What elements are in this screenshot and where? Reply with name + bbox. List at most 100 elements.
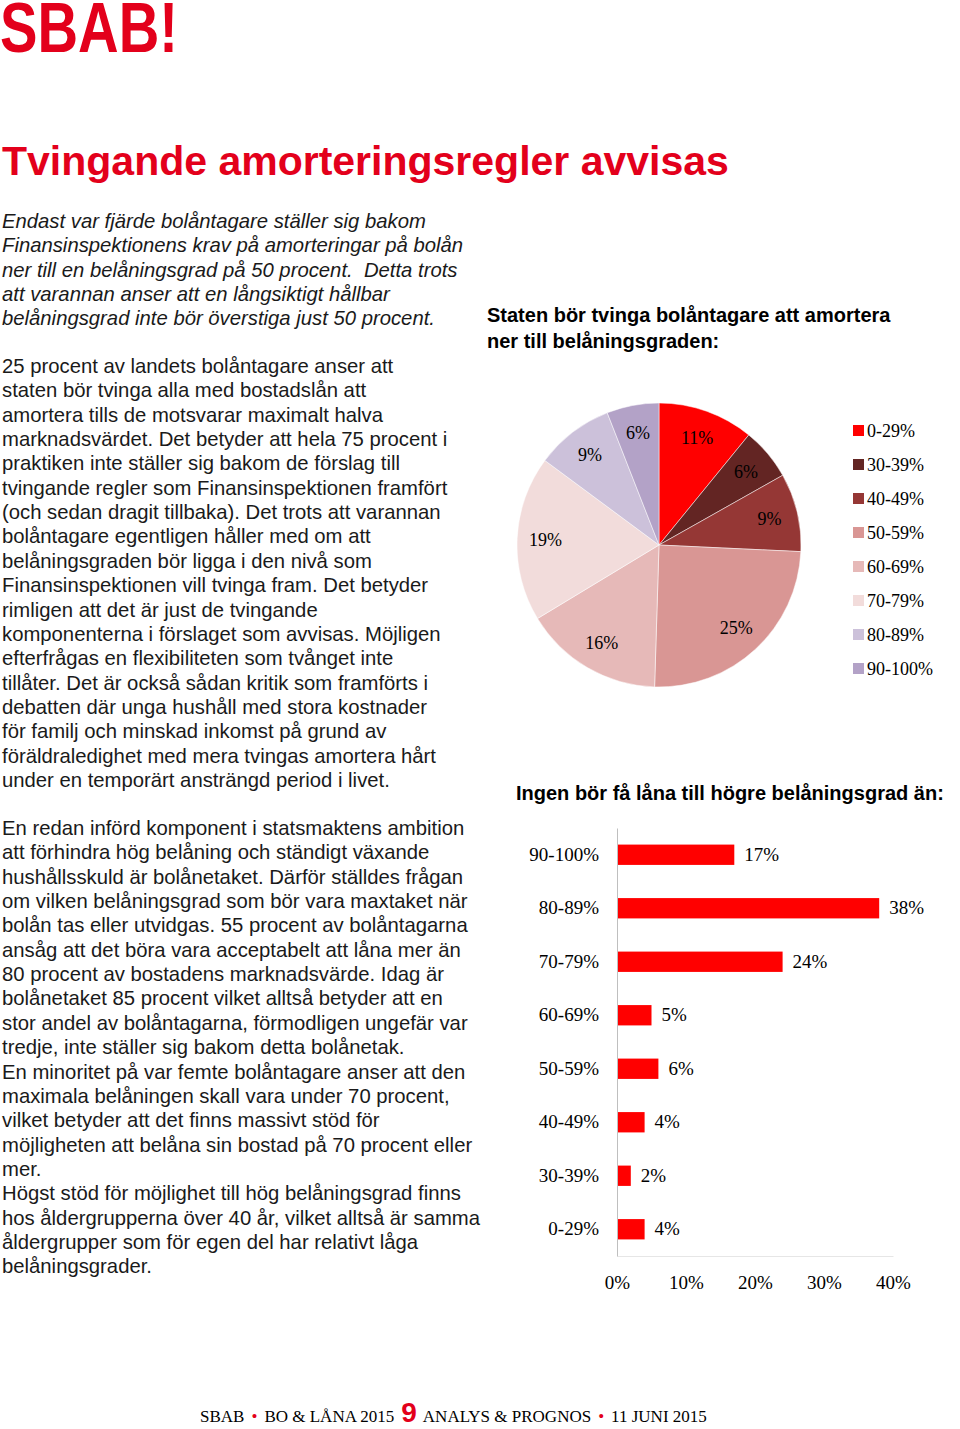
- body-line: En minoritet på var femte bolåntagare an…: [2, 1061, 465, 1083]
- body-line: hushållsskuld är bolånetaket. Därför stä…: [2, 866, 463, 888]
- legend-label: 60-69%: [867, 557, 924, 577]
- body-line: tillåter. Det är också sådan kritik som …: [2, 672, 428, 694]
- legend-swatch: [853, 459, 864, 470]
- body-line: 25 procent av landets bolåntagare anser …: [2, 355, 394, 377]
- y-axis: 90-100%80-89%70-79%60-69%50-59%40-49%30-…: [529, 829, 617, 1257]
- x-tick: 20%: [738, 1256, 773, 1293]
- x-tick-label: 10%: [669, 1272, 704, 1293]
- legend: 0-29%30-39%40-49%50-59%60-69%70-79%80-89…: [853, 421, 933, 679]
- body-line: åldergrupper som för egen del har relati…: [2, 1231, 419, 1253]
- chart-title: Staten bör tvinga bolåntagare att amorte…: [487, 304, 891, 352]
- y-tick-label: 60-69%: [539, 1004, 599, 1025]
- x-axis-line: [618, 1256, 894, 1257]
- bars: [617, 845, 879, 1240]
- body-line: debatten där unga hushåll med stora kost…: [2, 696, 427, 718]
- bar: [617, 1166, 631, 1186]
- body-line: praktiken inte ställer sig bakom de förs…: [2, 452, 400, 474]
- footer-part: BO & LÅNA 2015: [264, 1407, 394, 1426]
- data-label: 38%: [889, 897, 924, 918]
- page: SBAB! Tvingande amorteringsregler avvisas…: [0, 0, 960, 1429]
- data-label: 5%: [662, 1004, 688, 1025]
- legend-label: 90-100%: [867, 659, 933, 679]
- pie-label: 11%: [681, 428, 713, 448]
- y-tick: 60-69%: [539, 1004, 617, 1025]
- body-line: tredje, inte ställer sig bakom detta bol…: [2, 1036, 404, 1058]
- data-label: 4%: [655, 1111, 681, 1132]
- body-line: att förhindra hög belåning och ständigt …: [2, 841, 429, 863]
- data-label: 17%: [744, 844, 779, 865]
- y-tick-label: 80-89%: [539, 897, 599, 918]
- y-tick: 90-100%: [529, 844, 617, 865]
- data-label: 2%: [641, 1165, 667, 1186]
- body-line: (och sedan dragit tillbaka). Det trots a…: [2, 501, 441, 523]
- pie-label: 16%: [585, 633, 618, 653]
- y-tick: 0-29%: [548, 1218, 617, 1239]
- footer-part: ANALYS & PROGNOS: [423, 1407, 591, 1426]
- y-tick: 80-89%: [539, 897, 617, 918]
- legend-label: 80-89%: [867, 625, 924, 645]
- footer-part: 11 JUNI 2015: [611, 1407, 707, 1426]
- legend-swatch: [853, 527, 864, 538]
- body-line: stor andel av bolåntagarna, förmodligen …: [2, 1012, 468, 1034]
- chart-title-line: ner till belåningsgraden:: [487, 330, 719, 352]
- body-line: föräldraledighet med mera tvingas amorte…: [2, 745, 436, 767]
- heading: Tvingande amorteringsregler avvisas: [2, 138, 729, 184]
- body-line: amortera tills de motsvarar maximalt hal…: [2, 404, 384, 426]
- y-tick: 50-59%: [539, 1058, 617, 1079]
- data-labels: 17%38%24%5%6%4%2%4%: [641, 844, 924, 1240]
- intro-line: belåningsgrad inte bör överstiga just 50…: [2, 307, 435, 329]
- data-label: 6%: [668, 1058, 694, 1079]
- pie-label: 19%: [529, 530, 562, 550]
- y-tick-label: 0-29%: [548, 1218, 599, 1239]
- chart-title-line: Ingen bör få låna till högre belåningsgr…: [516, 782, 944, 804]
- legend-label: 0-29%: [867, 421, 915, 441]
- y-tick-label: 70-79%: [539, 951, 599, 972]
- footer-part: •: [598, 1407, 604, 1426]
- article-text: Endast var fjärde bolåntagare ställer si…: [2, 210, 481, 1277]
- legend-swatch: [853, 493, 864, 504]
- bar: [617, 1112, 645, 1132]
- body-line: rimligen att det är just de tvingande: [2, 599, 318, 621]
- body-line: mer.: [2, 1158, 41, 1180]
- body-line: bolån tas eller utvidgas. 55 procent av …: [2, 914, 468, 936]
- body-line: Högst stöd för möjlighet till hög belåni…: [2, 1182, 461, 1204]
- pie-slices: [517, 403, 801, 687]
- legend-swatch: [853, 629, 864, 640]
- body-line: bolåntagare egentligen håller med om att: [2, 525, 371, 547]
- legend-label: 50-59%: [867, 523, 924, 543]
- intro-line: ner till en belåningsgrad på 50 procent.…: [2, 259, 457, 281]
- bar-chart: 0%10%20%30%40%90-100%80-89%70-79%60-69%5…: [529, 829, 924, 1294]
- data-label: 24%: [793, 951, 828, 972]
- intro-line: Endast var fjärde bolåntagare ställer si…: [2, 210, 426, 232]
- x-tick-label: 20%: [738, 1272, 773, 1293]
- footer-part: SBAB: [200, 1407, 244, 1426]
- legend-label: 70-79%: [867, 591, 924, 611]
- body-line: staten bör tvinga alla med bostadslån at…: [2, 379, 367, 401]
- y-tick-label: 30-39%: [539, 1165, 599, 1186]
- pie-label: 6%: [626, 423, 650, 443]
- bar: [617, 1059, 658, 1079]
- intro-line: att varannan anser att en långsiktigt hå…: [2, 283, 391, 305]
- bar: [617, 845, 734, 865]
- body-line: tvingande regler som Finansinspektionen …: [2, 477, 448, 499]
- body-line: maximala belåningen skall vara under 70 …: [2, 1085, 450, 1107]
- body-line: möjligheten att belåna sin bostad på 70 …: [2, 1134, 472, 1156]
- bar: [617, 952, 783, 972]
- logo: SBAB!: [0, 0, 178, 67]
- y-tick-label: 90-100%: [529, 844, 599, 865]
- pie-label: 9%: [758, 509, 782, 529]
- page-canvas: SBAB! Tvingande amorteringsregler avvisas…: [0, 0, 960, 1429]
- footer-part: 9: [401, 1397, 417, 1428]
- body-line: ansåg att det böra vara acceptabelt att …: [2, 939, 461, 961]
- legend-label: 30-39%: [867, 455, 924, 475]
- x-tick-label: 30%: [807, 1272, 842, 1293]
- pie-label: 25%: [720, 618, 753, 638]
- pie-slice: [607, 403, 659, 545]
- body-line: under en temporärt ansträngd period i li…: [2, 769, 390, 791]
- body-line: vilket betyder att det finns massivt stö…: [2, 1109, 380, 1131]
- legend-swatch: [853, 561, 864, 572]
- x-tick: 0%: [605, 1256, 631, 1293]
- body-line: för familj och minskad inkomst på grund …: [2, 720, 387, 742]
- y-tick-label: 50-59%: [539, 1058, 599, 1079]
- x-tick-label: 0%: [605, 1272, 631, 1293]
